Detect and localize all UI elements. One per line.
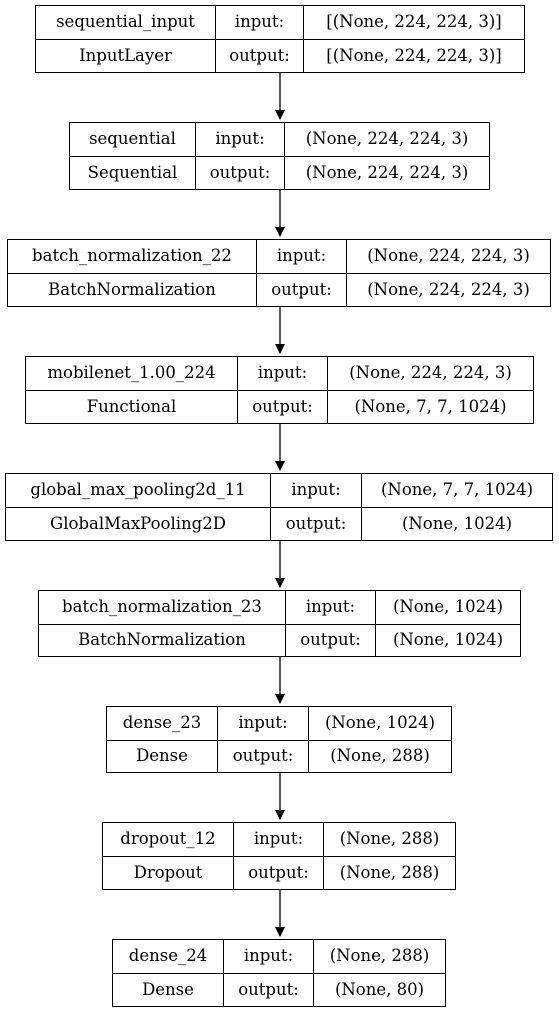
- layer-type: BatchNormalization: [78, 630, 246, 649]
- input-shape: (None, 288): [323, 823, 455, 856]
- input-shape: (None, 1024): [375, 591, 520, 624]
- output-shape: (None, 7, 7, 1024): [327, 391, 533, 423]
- output-shape: (None, 80): [313, 974, 445, 1006]
- input-shape: (None, 224, 224, 3): [284, 123, 489, 156]
- layer-node-sequential-input: sequential_input input: [(None, 224, 224…: [35, 5, 525, 73]
- input-shape: (None, 1024): [308, 707, 451, 740]
- input-shape: [(None, 224, 224, 3)]: [303, 6, 524, 39]
- output-label: output:: [223, 974, 313, 1006]
- output-shape: (None, 288): [323, 857, 455, 889]
- output-label: output:: [233, 857, 323, 889]
- layer-node-dropout-12: dropout_12 input: (None, 288) Dropout ou…: [102, 822, 456, 890]
- input-label: input:: [256, 240, 346, 273]
- layer-name: sequential_input: [56, 12, 195, 32]
- layer-type: Dense: [142, 979, 194, 999]
- layer-node-sequential: sequential input: (None, 224, 224, 3) Se…: [69, 122, 490, 190]
- input-label: input:: [215, 6, 303, 39]
- output-shape: (None, 1024): [361, 508, 552, 540]
- layer-type: Functional: [86, 396, 177, 416]
- input-label: input:: [237, 357, 327, 390]
- input-label: input:: [195, 123, 284, 156]
- layer-type: Dense: [136, 746, 188, 765]
- layer-type: InputLayer: [79, 45, 172, 65]
- layer-type: GlobalMaxPooling2D: [50, 513, 226, 533]
- output-label: output:: [237, 391, 327, 423]
- layer-name: global_max_pooling2d_11: [30, 480, 246, 500]
- layer-name: batch_normalization_22: [32, 246, 232, 266]
- input-label: input:: [285, 591, 375, 624]
- output-shape: (None, 1024): [375, 624, 520, 656]
- output-label: output:: [270, 508, 361, 540]
- input-label: input:: [217, 707, 308, 740]
- input-label: input:: [270, 474, 361, 507]
- input-shape: (None, 224, 224, 3): [346, 240, 550, 273]
- layer-node-global-max-pooling2d-11: global_max_pooling2d_11 input: (None, 7,…: [5, 473, 553, 541]
- output-label: output:: [195, 157, 284, 189]
- output-label: output:: [256, 274, 346, 306]
- layer-type: Dropout: [133, 862, 203, 882]
- layer-node-dense-24: dense_24 input: (None, 288) Dense output…: [112, 939, 446, 1007]
- input-label: input:: [223, 940, 313, 973]
- layer-node-batch-normalization-22: batch_normalization_22 input: (None, 224…: [7, 239, 551, 307]
- output-shape: (None, 288): [308, 740, 451, 772]
- input-shape: (None, 288): [313, 940, 445, 973]
- output-label: output:: [215, 40, 303, 72]
- layer-node-dense-23: dense_23 input: (None, 1024) Dense outpu…: [106, 706, 452, 773]
- input-shape: (None, 224, 224, 3): [327, 357, 533, 390]
- layer-name: mobilenet_1.00_224: [47, 363, 216, 383]
- layer-node-mobilenet: mobilenet_1.00_224 input: (None, 224, 22…: [25, 356, 534, 424]
- output-shape: (None, 224, 224, 3): [346, 274, 550, 306]
- output-shape: (None, 224, 224, 3): [284, 157, 489, 189]
- input-label: input:: [233, 823, 323, 856]
- layer-name: dense_24: [128, 946, 208, 966]
- layer-type: BatchNormalization: [48, 279, 216, 299]
- layer-node-batch-normalization-23: batch_normalization_23 input: (None, 102…: [38, 590, 521, 657]
- output-shape: [(None, 224, 224, 3)]: [303, 40, 524, 72]
- layer-type: Sequential: [87, 162, 178, 182]
- output-label: output:: [217, 740, 308, 772]
- input-shape: (None, 7, 7, 1024): [361, 474, 552, 507]
- output-label: output:: [285, 624, 375, 656]
- layer-name: batch_normalization_23: [62, 597, 262, 616]
- layer-name: dropout_12: [120, 829, 216, 849]
- layer-name: sequential: [89, 129, 176, 149]
- layer-name: dense_23: [122, 713, 202, 732]
